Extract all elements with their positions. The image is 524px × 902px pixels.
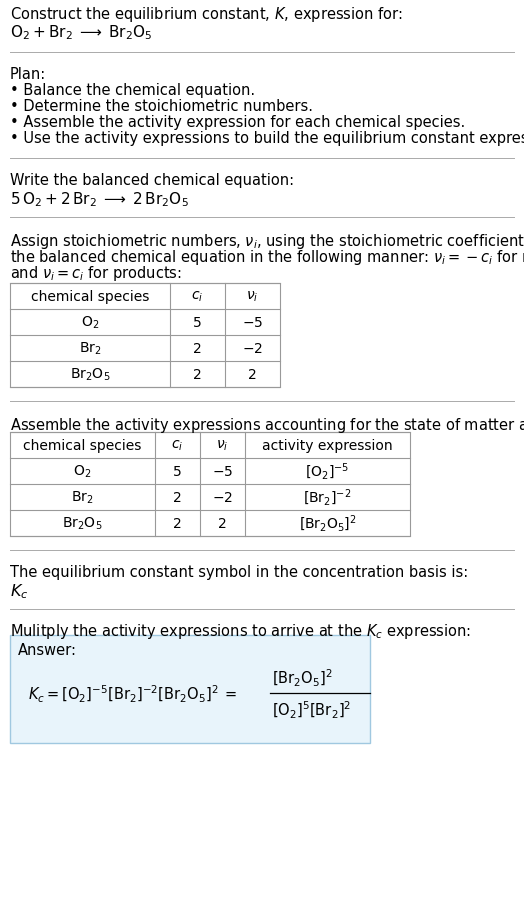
- Text: Mulitply the activity expressions to arrive at the $K_c$ expression:: Mulitply the activity expressions to arr…: [10, 621, 471, 640]
- Text: $[\mathrm{Br_2O_5}]^{2}$: $[\mathrm{Br_2O_5}]^{2}$: [299, 513, 356, 534]
- Bar: [10, 433, 410, 537]
- Text: Assign stoichiometric numbers, $\nu_i$, using the stoichiometric coefficients, $: Assign stoichiometric numbers, $\nu_i$, …: [10, 232, 524, 251]
- Text: chemical species: chemical species: [23, 438, 141, 453]
- Text: the balanced chemical equation in the following manner: $\nu_i = -c_i$ for react: the balanced chemical equation in the fo…: [10, 248, 524, 267]
- Text: $-2$: $-2$: [212, 491, 233, 504]
- Text: Answer:: Answer:: [18, 642, 77, 658]
- Text: $\mathrm{O_2}$: $\mathrm{O_2}$: [73, 464, 92, 480]
- Text: chemical species: chemical species: [31, 290, 149, 304]
- Text: • Assemble the activity expression for each chemical species.: • Assemble the activity expression for e…: [10, 115, 465, 130]
- Text: $c_i$: $c_i$: [171, 438, 183, 453]
- Text: 2: 2: [193, 342, 202, 355]
- Text: 2: 2: [173, 491, 182, 504]
- Text: Assemble the activity expressions accounting for the state of matter and $\nu_i$: Assemble the activity expressions accoun…: [10, 416, 524, 435]
- Text: $\mathrm{O_2 + Br_2 \;\longrightarrow\; Br_2O_5}$: $\mathrm{O_2 + Br_2 \;\longrightarrow\; …: [10, 23, 152, 41]
- Text: $\mathrm{Br_2O_5}$: $\mathrm{Br_2O_5}$: [62, 515, 103, 531]
- Text: activity expression: activity expression: [262, 438, 393, 453]
- Text: $[\mathrm{Br_2O_5}]^{2}$: $[\mathrm{Br_2O_5}]^{2}$: [272, 667, 333, 688]
- Text: 2: 2: [193, 368, 202, 382]
- Text: $K_c = [\mathrm{O_2}]^{-5} [\mathrm{Br_2}]^{-2} [\mathrm{Br_2O_5}]^{2} \;=$: $K_c = [\mathrm{O_2}]^{-5} [\mathrm{Br_2…: [28, 683, 237, 704]
- Text: 5: 5: [193, 316, 202, 329]
- Text: $c_i$: $c_i$: [191, 290, 204, 304]
- Text: $\mathrm{Br_2}$: $\mathrm{Br_2}$: [79, 340, 101, 357]
- Text: • Use the activity expressions to build the equilibrium constant expression.: • Use the activity expressions to build …: [10, 131, 524, 146]
- Text: Plan:: Plan:: [10, 67, 46, 82]
- Text: $\mathrm{Br_2}$: $\mathrm{Br_2}$: [71, 489, 94, 506]
- Text: • Balance the chemical equation.: • Balance the chemical equation.: [10, 83, 255, 98]
- Bar: [10, 284, 280, 388]
- Text: $\nu_i$: $\nu_i$: [216, 438, 228, 453]
- Text: $\mathrm{Br_2O_5}$: $\mathrm{Br_2O_5}$: [70, 366, 110, 382]
- Text: The equilibrium constant symbol in the concentration basis is:: The equilibrium constant symbol in the c…: [10, 565, 468, 579]
- Text: $[\mathrm{Br_2}]^{-2}$: $[\mathrm{Br_2}]^{-2}$: [303, 487, 352, 508]
- Text: 2: 2: [218, 517, 227, 530]
- Text: $\nu_i$: $\nu_i$: [246, 290, 259, 304]
- Text: $-5$: $-5$: [212, 465, 233, 478]
- FancyBboxPatch shape: [10, 635, 370, 743]
- Text: $\mathrm{5\,O_2 + 2\,Br_2 \;\longrightarrow\; 2\,Br_2O_5}$: $\mathrm{5\,O_2 + 2\,Br_2 \;\longrightar…: [10, 189, 189, 208]
- Text: Construct the equilibrium constant, $K$, expression for:: Construct the equilibrium constant, $K$,…: [10, 5, 402, 24]
- Text: 5: 5: [173, 465, 182, 478]
- Text: $[\mathrm{O_2}]^{5} [\mathrm{Br_2}]^{2}$: $[\mathrm{O_2}]^{5} [\mathrm{Br_2}]^{2}$: [272, 699, 351, 720]
- Text: and $\nu_i = c_i$ for products:: and $\nu_i = c_i$ for products:: [10, 263, 182, 282]
- Text: Write the balanced chemical equation:: Write the balanced chemical equation:: [10, 173, 294, 188]
- Text: 2: 2: [173, 517, 182, 530]
- Text: $-5$: $-5$: [242, 316, 263, 329]
- Text: $K_c$: $K_c$: [10, 582, 28, 600]
- Text: $[\mathrm{O_2}]^{-5}$: $[\mathrm{O_2}]^{-5}$: [305, 461, 350, 482]
- Text: • Determine the stoichiometric numbers.: • Determine the stoichiometric numbers.: [10, 99, 313, 114]
- Text: $\mathrm{O_2}$: $\mathrm{O_2}$: [81, 315, 99, 331]
- Text: 2: 2: [248, 368, 257, 382]
- Text: $-2$: $-2$: [242, 342, 263, 355]
